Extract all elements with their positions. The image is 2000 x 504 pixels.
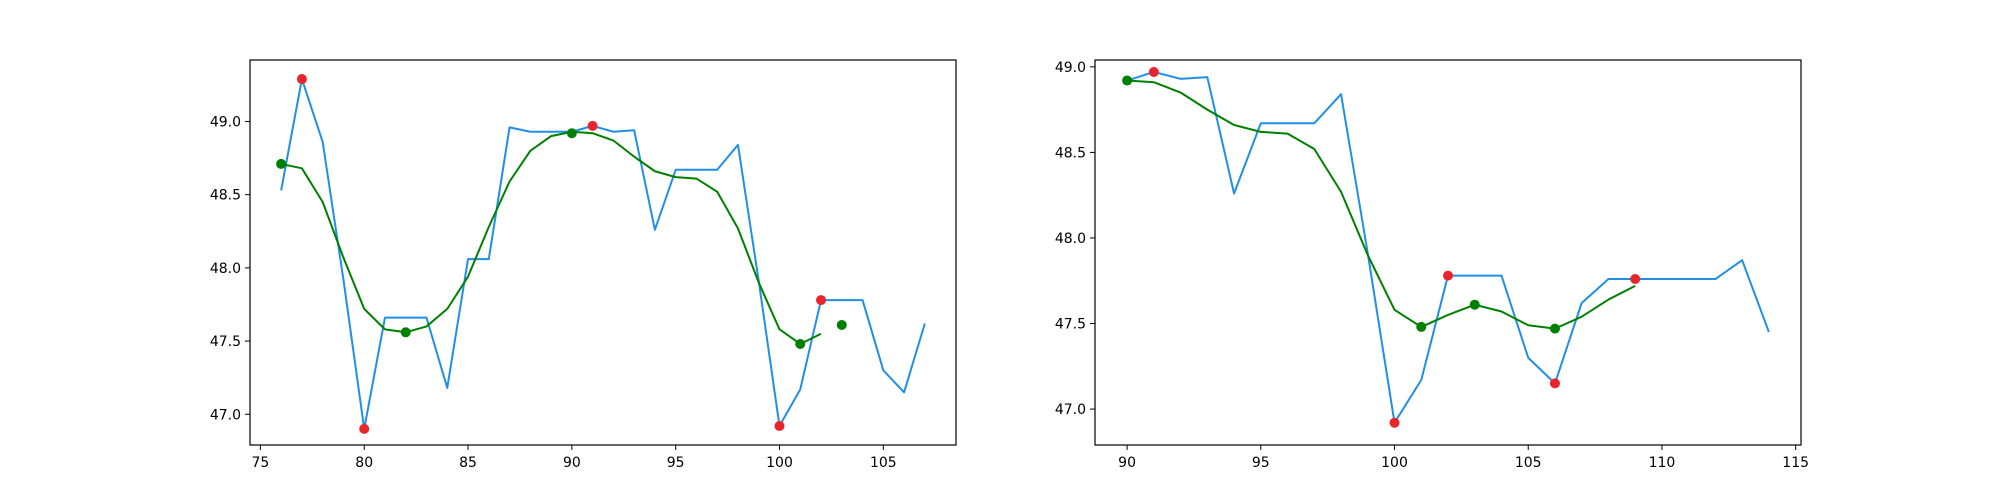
marker-smoothed-extrema (795, 338, 806, 349)
series-line-raw (1126, 70, 1770, 424)
marker-peaks-troughs (774, 420, 785, 431)
axes-frame (249, 59, 957, 446)
x-tick-label: 90 (563, 455, 581, 471)
y-tick-label: 48.5 (1055, 145, 1086, 161)
x-tick-label: 115 (1782, 455, 1809, 471)
series-line-smoothed (280, 130, 822, 345)
y-tick-label: 48.0 (1055, 231, 1086, 247)
y-tick-label: 49.0 (210, 114, 241, 130)
series-line-raw (280, 78, 926, 430)
y-tick-label: 47.0 (1055, 402, 1086, 418)
marker-smoothed-extrema (1122, 75, 1133, 86)
marker-peaks-troughs (1148, 66, 1159, 77)
x-tick-label: 110 (1649, 455, 1676, 471)
marker-peaks-troughs (587, 120, 598, 131)
series-line-smoothed (1127, 79, 1636, 330)
y-tick-label: 47.5 (1055, 317, 1086, 333)
y-tick-label: 47.5 (210, 334, 241, 350)
y-tick-label: 48.0 (210, 261, 241, 277)
x-tick-label: 105 (1515, 455, 1542, 471)
marker-smoothed-extrema (1416, 321, 1427, 332)
chart-panel-2: 90 95 100 105 110 115 47.0 47.5 48.0 48.5 49.0 (1055, 59, 1809, 471)
x-tick-label: 105 (870, 455, 897, 471)
y-tick-label: 47.0 (210, 407, 241, 423)
marker-smoothed-extrema (1469, 299, 1480, 310)
y-tick-label: 48.5 (210, 188, 241, 204)
marker-peaks-troughs (1443, 270, 1453, 281)
x-tick-label: 100 (1381, 455, 1408, 471)
marker-peaks-troughs (296, 74, 307, 85)
marker-peaks-troughs (816, 295, 827, 306)
axes-frame (1094, 59, 1802, 446)
marker-peaks-troughs (1630, 274, 1641, 285)
marker-smoothed-extrema (836, 319, 847, 330)
marker-peaks-troughs (359, 423, 370, 434)
marker-smoothed-extrema (400, 327, 411, 338)
x-tick-label: 75 (251, 455, 269, 471)
marker-smoothed-extrema (1549, 323, 1560, 334)
x-tick-label: 95 (1252, 455, 1270, 471)
x-tick-label: 85 (459, 455, 477, 471)
y-tick-label: 49.0 (1055, 60, 1086, 76)
marker-peaks-troughs (1549, 378, 1560, 389)
x-tick-label: 90 (1118, 455, 1136, 471)
chart-panel-1: 75 80 85 90 95 100 105 47.0 47.5 48.0 48.5 49.0 (210, 59, 957, 471)
marker-smoothed-extrema (566, 128, 577, 139)
x-tick-label: 80 (355, 455, 373, 471)
x-tick-label: 95 (667, 455, 685, 471)
marker-smoothed-extrema (276, 158, 287, 169)
x-tick-label: 100 (766, 455, 793, 471)
marker-peaks-troughs (1389, 417, 1400, 428)
